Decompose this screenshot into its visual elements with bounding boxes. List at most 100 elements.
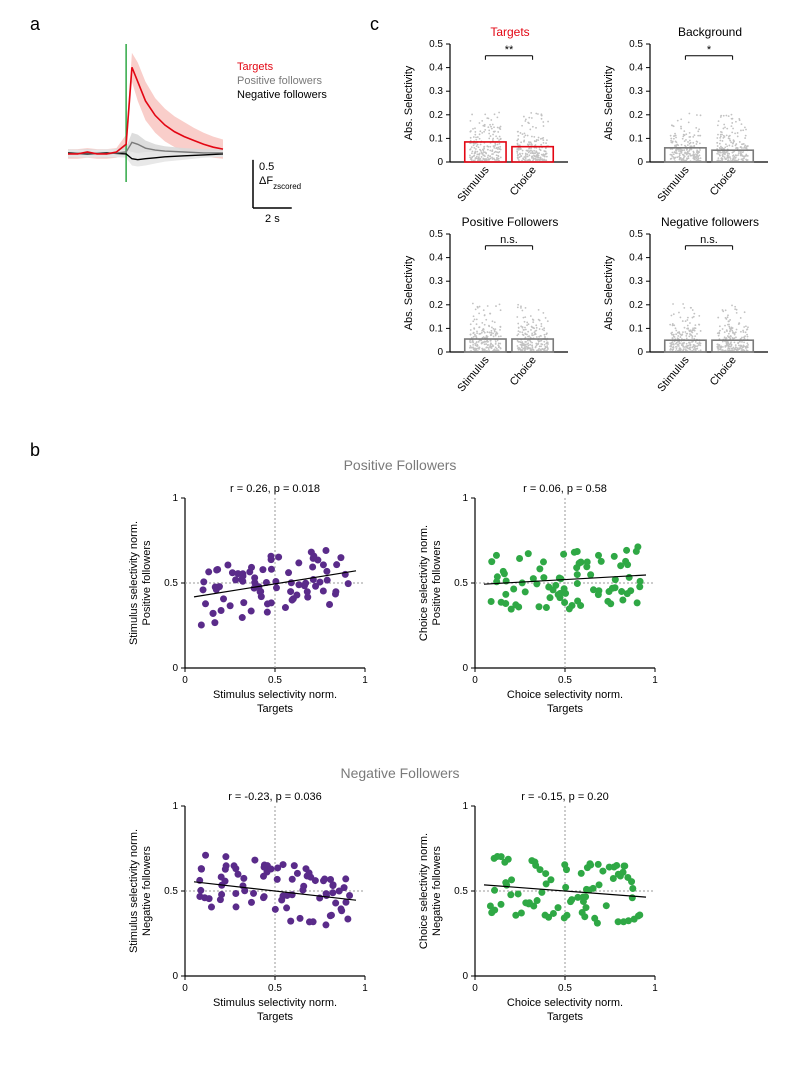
svg-text:1: 1 xyxy=(172,493,178,504)
svg-text:Choice: Choice xyxy=(508,354,539,388)
svg-text:ΔFzscored: ΔFzscored xyxy=(259,175,301,191)
svg-text:0.1: 0.1 xyxy=(429,133,443,144)
svg-text:0.2: 0.2 xyxy=(429,300,443,311)
svg-text:Stimulus selectivity norm.: Stimulus selectivity norm. xyxy=(128,521,140,645)
svg-text:0: 0 xyxy=(462,971,468,982)
svg-text:0: 0 xyxy=(182,983,188,994)
svg-text:0.5: 0.5 xyxy=(268,675,282,686)
svg-text:0.1: 0.1 xyxy=(629,323,643,334)
svg-text:Abs. Selectivity: Abs. Selectivity xyxy=(603,255,615,330)
svg-text:n.s.: n.s. xyxy=(700,234,718,246)
svg-text:0.4: 0.4 xyxy=(429,253,443,264)
svg-text:Targets: Targets xyxy=(547,703,584,715)
svg-text:Negative Followers: Negative Followers xyxy=(340,765,459,781)
svg-text:0: 0 xyxy=(472,675,478,686)
panel-c: Targets 0 0.1 0.2 0.3 0.4 0.5 Abs. Selectivity *… xyxy=(395,20,795,400)
svg-text:0.5: 0.5 xyxy=(454,578,468,589)
svg-text:Stimulus selectivity norm.: Stimulus selectivity norm. xyxy=(128,829,140,953)
svg-text:0: 0 xyxy=(182,675,188,686)
svg-text:2 s: 2 s xyxy=(265,213,280,225)
panel-label-a: a xyxy=(30,14,40,35)
svg-text:0.2: 0.2 xyxy=(629,110,643,121)
svg-text:1: 1 xyxy=(462,493,468,504)
svg-text:Positive followers: Positive followers xyxy=(141,540,153,625)
svg-text:Background: Background xyxy=(678,25,742,39)
svg-text:Positive Followers: Positive Followers xyxy=(344,457,457,473)
svg-text:Choice: Choice xyxy=(708,354,739,388)
svg-text:0.1: 0.1 xyxy=(629,133,643,144)
svg-text:Stimulus: Stimulus xyxy=(455,164,492,204)
svg-text:0.1: 0.1 xyxy=(429,323,443,334)
svg-text:0.4: 0.4 xyxy=(629,63,643,74)
svg-text:Abs. Selectivity: Abs. Selectivity xyxy=(403,255,415,330)
svg-text:r = -0.15, p = 0.20: r = -0.15, p = 0.20 xyxy=(521,791,608,803)
svg-text:0.5: 0.5 xyxy=(259,161,274,173)
scatter-plots: Positive Followers Negative Followers r = … xyxy=(110,450,700,1060)
svg-text:0.5: 0.5 xyxy=(629,229,643,240)
svg-text:0.2: 0.2 xyxy=(429,110,443,121)
svg-text:Choice selectivity norm.: Choice selectivity norm. xyxy=(418,833,430,949)
svg-text:Targets: Targets xyxy=(257,1011,294,1023)
svg-text:1: 1 xyxy=(652,983,658,994)
svg-text:r = -0.23, p = 0.036: r = -0.23, p = 0.036 xyxy=(228,791,322,803)
svg-text:0: 0 xyxy=(637,157,643,168)
svg-text:r = 0.26, p = 0.018: r = 0.26, p = 0.018 xyxy=(230,483,320,495)
panel-a: Targets Positive followers Negative follow… xyxy=(50,30,330,275)
svg-text:Positive followers: Positive followers xyxy=(237,75,322,87)
svg-text:Negative followers: Negative followers xyxy=(141,846,153,936)
svg-text:Negative followers: Negative followers xyxy=(431,846,443,936)
svg-text:Stimulus: Stimulus xyxy=(655,354,692,394)
trace-plot: Targets Positive followers Negative follow… xyxy=(50,30,330,275)
svg-text:0.5: 0.5 xyxy=(429,39,443,50)
svg-text:Targets: Targets xyxy=(490,25,529,39)
svg-text:r = 0.06, p = 0.58: r = 0.06, p = 0.58 xyxy=(523,483,607,495)
svg-text:Abs. Selectivity: Abs. Selectivity xyxy=(403,65,415,140)
svg-text:1: 1 xyxy=(172,801,178,812)
bar-plots: Targets 0 0.1 0.2 0.3 0.4 0.5 Abs. Selectivity *… xyxy=(395,20,795,400)
svg-text:Targets: Targets xyxy=(257,703,294,715)
svg-text:0.3: 0.3 xyxy=(629,276,643,287)
svg-text:n.s.: n.s. xyxy=(500,234,518,246)
svg-text:0.5: 0.5 xyxy=(164,886,178,897)
svg-text:0.5: 0.5 xyxy=(558,675,572,686)
svg-text:0: 0 xyxy=(462,663,468,674)
svg-text:0.5: 0.5 xyxy=(629,39,643,50)
svg-text:1: 1 xyxy=(362,675,368,686)
svg-text:**: ** xyxy=(505,44,514,56)
svg-text:1: 1 xyxy=(362,983,368,994)
svg-text:0: 0 xyxy=(437,157,443,168)
svg-text:Stimulus: Stimulus xyxy=(655,164,692,204)
svg-text:Negative followers: Negative followers xyxy=(237,89,327,101)
svg-text:Positive followers: Positive followers xyxy=(431,540,443,625)
svg-text:0.5: 0.5 xyxy=(558,983,572,994)
panel-label-c: c xyxy=(370,14,379,35)
svg-text:0.5: 0.5 xyxy=(268,983,282,994)
svg-text:Stimulus selectivity norm.: Stimulus selectivity norm. xyxy=(213,997,337,1009)
svg-text:1: 1 xyxy=(462,801,468,812)
svg-text:Choice selectivity norm.: Choice selectivity norm. xyxy=(507,997,623,1009)
svg-text:0: 0 xyxy=(172,663,178,674)
svg-text:*: * xyxy=(707,44,712,56)
svg-text:0: 0 xyxy=(437,347,443,358)
svg-text:Negative followers: Negative followers xyxy=(661,215,759,229)
svg-text:Targets: Targets xyxy=(547,1011,584,1023)
svg-text:0: 0 xyxy=(472,983,478,994)
svg-text:Choice selectivity norm.: Choice selectivity norm. xyxy=(507,689,623,701)
svg-text:0: 0 xyxy=(172,971,178,982)
svg-text:1: 1 xyxy=(652,675,658,686)
svg-text:Choice: Choice xyxy=(508,164,539,198)
svg-text:0: 0 xyxy=(637,347,643,358)
svg-text:Choice selectivity norm.: Choice selectivity norm. xyxy=(418,525,430,641)
svg-text:0.4: 0.4 xyxy=(629,253,643,264)
svg-text:0.5: 0.5 xyxy=(164,578,178,589)
svg-text:0.5: 0.5 xyxy=(454,886,468,897)
svg-text:Abs. Selectivity: Abs. Selectivity xyxy=(603,65,615,140)
svg-text:0.3: 0.3 xyxy=(429,86,443,97)
svg-text:Stimulus: Stimulus xyxy=(455,354,492,394)
panel-b: Positive Followers Negative Followers r = … xyxy=(110,450,700,1060)
svg-text:0.5: 0.5 xyxy=(429,229,443,240)
svg-text:Targets: Targets xyxy=(237,61,274,73)
svg-text:0.4: 0.4 xyxy=(429,63,443,74)
svg-text:0.3: 0.3 xyxy=(429,276,443,287)
svg-text:0.3: 0.3 xyxy=(629,86,643,97)
